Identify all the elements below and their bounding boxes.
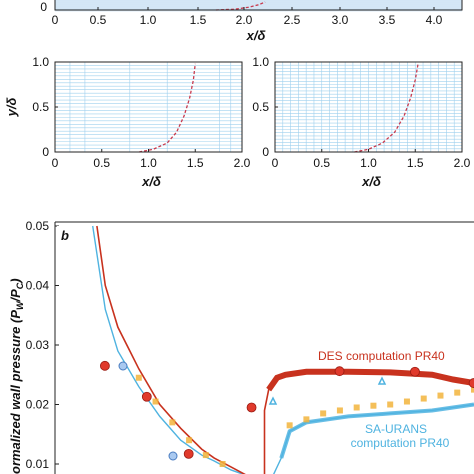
- xtick-label-right: 1.5: [407, 156, 424, 170]
- experiment-marker: [336, 407, 343, 414]
- des-marker: [246, 402, 257, 413]
- sa-triangle-marker: [268, 396, 278, 405]
- xtick-label-right: 0: [272, 156, 279, 170]
- des-marker: [183, 448, 194, 459]
- xtick-label-left: 0.5: [93, 156, 110, 170]
- top-xtick-label: 2.5: [284, 13, 301, 27]
- experiment-marker: [387, 401, 394, 408]
- bottom-ytick-label: 0.04: [26, 279, 50, 293]
- ytick-label-left: 0.5: [32, 100, 49, 114]
- sa-triangle-marker: [377, 376, 387, 385]
- experiment-marker: [320, 410, 327, 417]
- xlabel-right: x/δ: [361, 174, 381, 189]
- top-dashed-line: [215, 1, 266, 11]
- des-marker: [410, 366, 420, 377]
- experiment-marker: [370, 402, 377, 409]
- sa-marker: [168, 451, 178, 461]
- experiment-marker: [353, 404, 360, 411]
- top-xtick-label: 0.5: [90, 13, 107, 27]
- bottom-ytick-label: 0.01: [26, 457, 50, 471]
- xtick-label-left: 2.0: [234, 156, 251, 170]
- top-xlabel: x/δ: [246, 28, 266, 43]
- experiment-marker: [135, 374, 142, 381]
- ytick-label-left: 0: [42, 145, 49, 159]
- bottom-ytick-label: 0.05: [26, 219, 50, 233]
- top-xtick-label: 3.0: [332, 13, 349, 27]
- experiment-marker: [286, 422, 293, 429]
- des-band: [266, 368, 474, 392]
- ytick-label-right: 1.0: [252, 55, 269, 69]
- ytick-label-right: 0.5: [252, 100, 269, 114]
- top-xtick-label: 1.5: [190, 13, 207, 27]
- experiment-marker: [303, 416, 310, 423]
- sa-urans-band: [279, 402, 474, 459]
- experiment-marker: [454, 389, 461, 396]
- experiment-marker: [169, 419, 176, 426]
- panel-label-box: [57, 226, 73, 244]
- xtick-label-left: 1.0: [140, 156, 157, 170]
- xlabel-left: x/δ: [141, 174, 161, 189]
- experiment-marker: [420, 395, 427, 402]
- experiment-marker: [186, 437, 193, 444]
- top-xtick-label: 2.0: [236, 13, 253, 27]
- experiment-marker: [437, 392, 444, 399]
- des-marker: [100, 360, 110, 371]
- top-xtick-label: 1.0: [140, 13, 157, 27]
- experiment-marker: [202, 452, 209, 459]
- experiment-marker: [152, 398, 159, 405]
- top-xtick-label: 4.0: [426, 13, 443, 27]
- experiment-marker: [471, 386, 474, 393]
- xtick-label-left: 0: [52, 156, 59, 170]
- experiment-marker: [219, 461, 226, 467]
- bottom-ytick-label: 0.03: [26, 338, 50, 352]
- des-marker: [334, 366, 345, 377]
- dashed-profile-left: [139, 63, 196, 153]
- ytick-label-right: 0: [262, 145, 269, 159]
- top-ytick-label: 0: [40, 0, 47, 14]
- panel-label: b: [61, 228, 69, 243]
- sa-marker: [118, 361, 128, 371]
- sa-annotation-1: SA-URANS: [365, 422, 427, 436]
- top-xtick-label: 0: [52, 13, 59, 27]
- xtick-label-left: 1.5: [187, 156, 204, 170]
- des-marker: [141, 391, 152, 402]
- xtick-label-right: 1.0: [360, 156, 377, 170]
- ylabel-left: y/δ: [4, 98, 19, 118]
- top-xtick-label: 3.5: [379, 13, 396, 27]
- experiment-marker: [403, 398, 410, 405]
- bottom-ytick-label: 0.02: [26, 398, 50, 412]
- top-panel-frame: [54, 0, 463, 11]
- ytick-label-left: 1.0: [32, 55, 49, 69]
- des-annotation: DES computation PR40: [318, 349, 445, 363]
- xtick-label-right: 2.0: [454, 156, 471, 170]
- sa-annotation-2: computation PR40: [351, 436, 450, 450]
- bottom-ylabel: ormalized wall pressure (PW/PC): [8, 278, 25, 474]
- dashed-profile-right: [354, 63, 419, 153]
- xtick-label-right: 0.5: [313, 156, 330, 170]
